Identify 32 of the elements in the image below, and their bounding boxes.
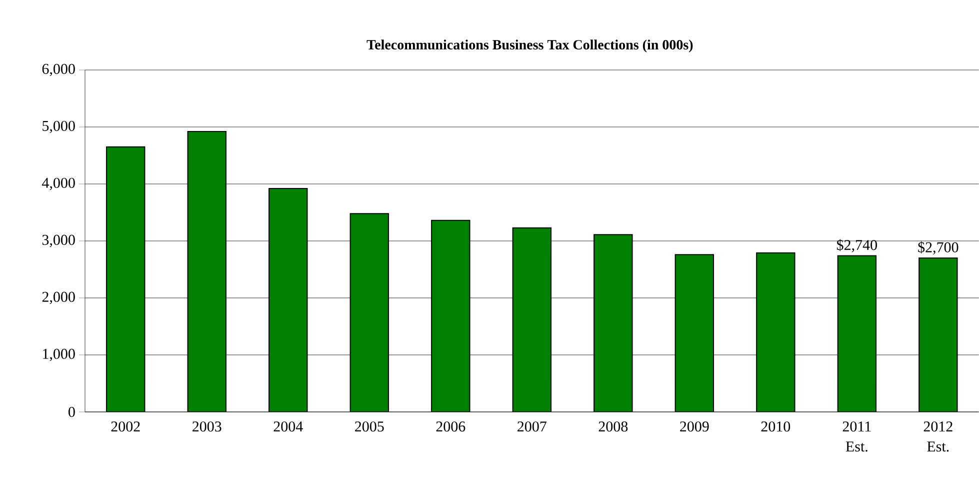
bar [106,146,146,412]
bar [268,188,308,412]
y-tick-label: 0 [68,406,75,418]
x-tick-label: 2005 [355,421,384,432]
bar [918,258,958,412]
chart-title: Telecommunications Business Tax Collections (in 000s) [366,40,693,52]
bar [594,234,633,412]
bar [837,255,877,412]
x-tick-label: 2002 [111,421,140,432]
x-tick-label: 2007 [518,421,546,432]
x-tick-label: 2010 [761,421,790,432]
bar [350,213,389,412]
x-tick-label: 2009 [680,421,709,432]
data-label: $2,740 [836,239,877,252]
y-tick-label: 2,000 [42,292,75,304]
y-tick-label: 1,000 [43,348,75,362]
x-tick-label: 2012 Est. [924,421,952,452]
y-tick-label: 5,000 [42,120,75,134]
y-tick-label: 6,000 [42,64,75,76]
x-tick-label: 2011 Est. [842,421,871,452]
x-tick-label: 2003 [192,421,222,432]
bar [674,254,714,412]
bar [756,252,796,412]
bar [512,227,552,412]
x-tick-label: 2006 [436,421,466,432]
bar [431,220,470,412]
x-tick-label: 2004 [274,421,303,432]
data-label: $2,700 [918,241,958,255]
y-tick-label: 4,000 [42,178,75,190]
bar [187,131,226,412]
y-tick-label: 3,000 [42,234,75,248]
x-tick-label: 2008 [598,421,628,432]
